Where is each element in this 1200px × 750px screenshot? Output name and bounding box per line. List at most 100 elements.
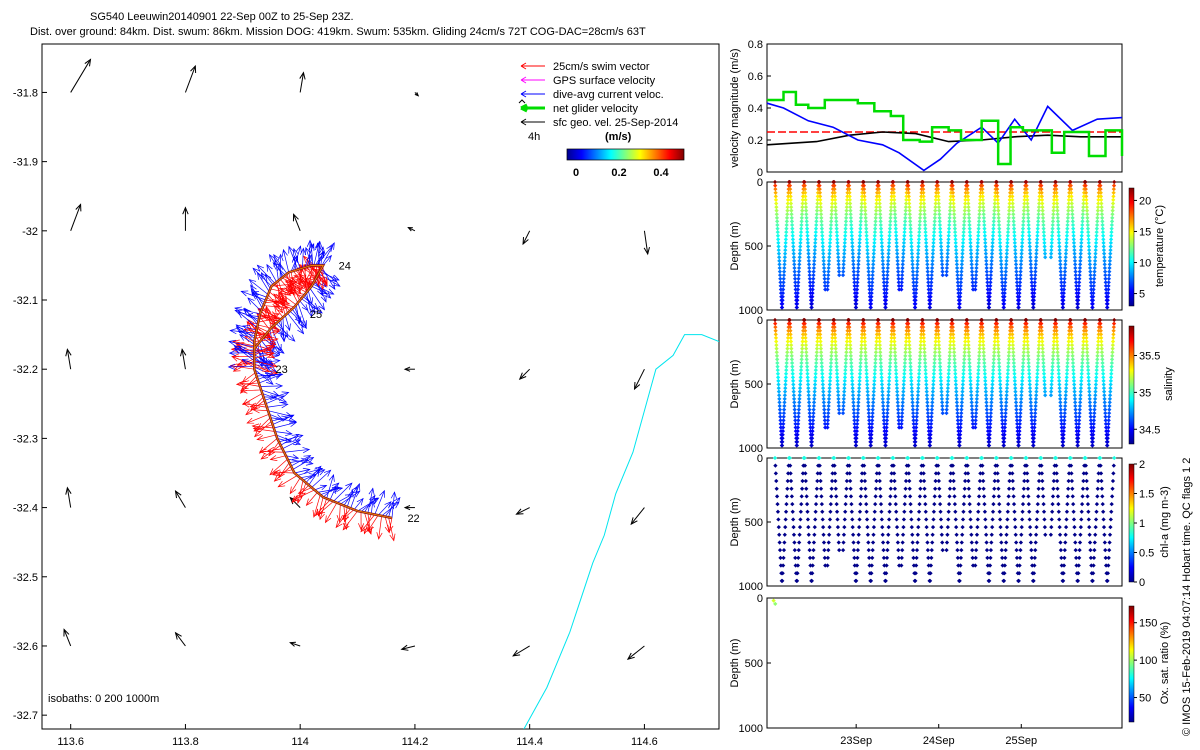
salinity-point	[842, 375, 848, 380]
temperature-point	[864, 240, 870, 246]
temperature-point	[803, 194, 808, 199]
chla-point	[829, 478, 835, 484]
chla-point	[833, 478, 838, 484]
temperature-point	[994, 179, 999, 185]
salinity-point	[1009, 328, 1015, 333]
salinity-point	[886, 382, 892, 387]
temperature-point	[1033, 273, 1038, 278]
temperature-point	[1068, 179, 1073, 185]
salinity-point	[810, 428, 815, 434]
salinity-point	[808, 421, 813, 427]
chla-point	[889, 478, 894, 484]
temperature-point	[1057, 247, 1062, 253]
temperature-point	[1085, 215, 1090, 220]
temperature-point	[928, 290, 933, 296]
temperature-point	[922, 219, 928, 224]
temperature-point	[1109, 219, 1115, 224]
dac-vector-head	[288, 245, 295, 254]
dac-vector-shaft	[309, 288, 325, 310]
temperature-point	[1042, 237, 1047, 242]
salinity-point	[1111, 325, 1116, 330]
swim-vector-shaft	[306, 492, 318, 506]
temperature-point	[775, 219, 780, 224]
dac-vector-head	[318, 302, 325, 311]
temperature-point	[818, 197, 823, 203]
chla-point	[870, 555, 875, 560]
salinity-point	[822, 407, 827, 412]
temperature-point	[900, 262, 905, 267]
swim-vector	[258, 438, 278, 454]
dac-vector-head	[248, 279, 257, 286]
temperature-point	[987, 294, 992, 299]
salinity-point	[953, 382, 959, 387]
temperature-point	[932, 212, 938, 217]
temperature-point	[929, 269, 935, 274]
salinity-point	[1076, 428, 1081, 434]
temperature-point	[988, 276, 993, 281]
salinity-point	[968, 378, 973, 384]
salinity-point	[869, 425, 874, 430]
salinity-point	[842, 385, 847, 391]
salinity-point	[1024, 317, 1029, 323]
salinity-point	[940, 407, 945, 412]
chla-point	[842, 517, 847, 522]
salinity-point	[1040, 346, 1045, 351]
swim-vector-shaft	[247, 413, 270, 424]
salinity-point	[961, 375, 966, 380]
swim-vector-head	[282, 299, 291, 306]
dac-vector	[233, 347, 255, 356]
chla-point	[1038, 455, 1044, 461]
geostrophic-vector-head	[414, 92, 420, 97]
dac-vector-head	[260, 271, 268, 280]
velocity-y-tick-label: 0.6	[748, 71, 763, 83]
chla-point	[1059, 555, 1064, 560]
swim-vector-head	[289, 486, 297, 495]
temperature-point	[974, 269, 979, 274]
geostrophic-vector	[70, 58, 92, 93]
temperature-point	[1043, 255, 1048, 260]
temperature-point	[969, 269, 975, 274]
salinity-point	[888, 360, 893, 366]
temperature-point	[832, 197, 838, 203]
temperature-point	[804, 222, 810, 228]
salinity-point	[811, 407, 816, 412]
salinity-point	[1106, 414, 1112, 419]
salinity-point	[1042, 382, 1047, 387]
temperature-point	[797, 251, 802, 256]
salinity-point	[1041, 368, 1046, 373]
salinity-point	[925, 396, 930, 401]
geostrophic-vector-shaft	[643, 230, 649, 254]
chla-point	[804, 486, 809, 491]
salinity-point	[795, 421, 801, 427]
temperature-point	[814, 208, 820, 213]
salinity-point	[938, 375, 943, 380]
temperature-point	[907, 201, 912, 206]
temperature-point	[1066, 204, 1071, 210]
salinity-point	[1095, 342, 1101, 348]
salinity-point	[969, 393, 974, 398]
temperature-point	[969, 262, 974, 267]
dac-vector-head	[252, 267, 260, 275]
temperature-point	[835, 244, 840, 249]
salinity-point	[794, 439, 800, 444]
chla-point	[925, 540, 930, 545]
dac-vector-head	[280, 334, 287, 343]
chla-point	[1022, 478, 1027, 484]
salinity-point	[789, 350, 794, 355]
temperature-point	[977, 212, 982, 217]
salinity-point	[892, 335, 897, 341]
temperature-point	[774, 204, 779, 210]
temperature-point	[1024, 194, 1030, 199]
temperature-point	[829, 215, 834, 220]
swim-vector-head	[319, 276, 328, 284]
salinity-point	[997, 364, 1002, 369]
salinity-point	[821, 403, 827, 409]
temperature-point	[955, 280, 961, 285]
salinity-point	[828, 364, 833, 369]
salinity-point	[809, 443, 814, 448]
temperature-point	[892, 201, 897, 206]
temperature-point	[781, 280, 786, 285]
temperature-point	[896, 273, 901, 278]
chla-point	[1033, 540, 1038, 545]
temperature-point	[981, 208, 986, 213]
